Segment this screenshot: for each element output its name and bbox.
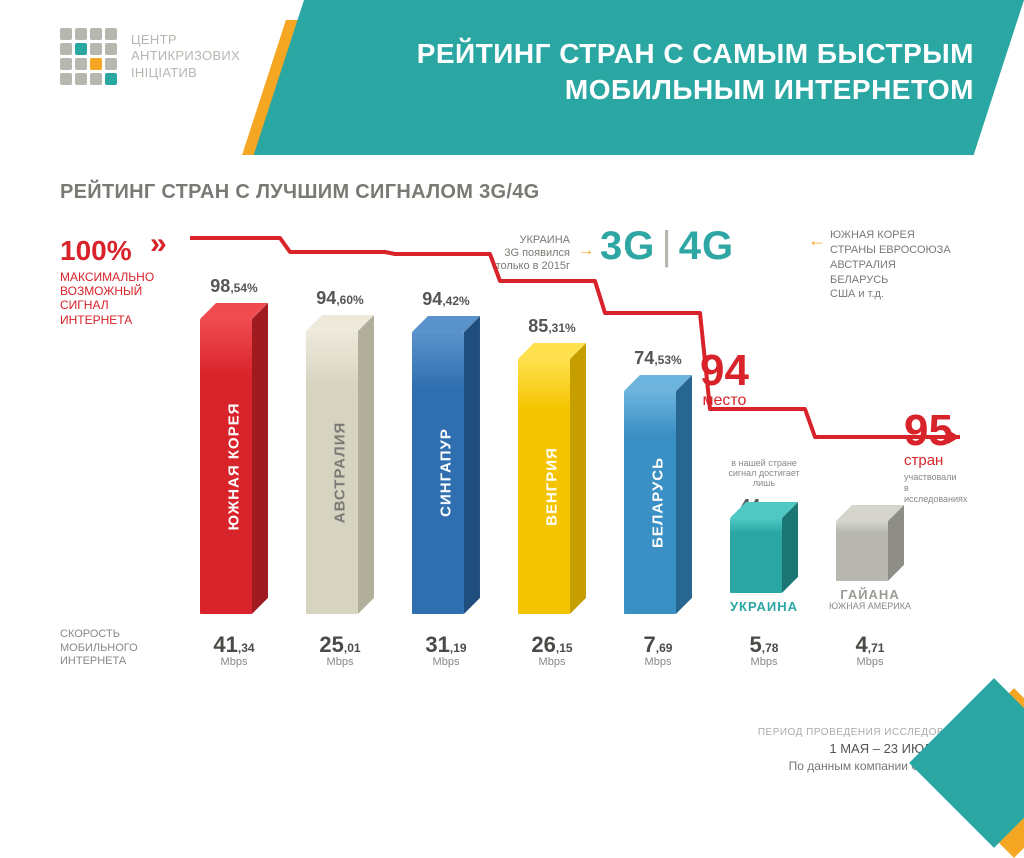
content: РЕЙТИНГ СТРАН С ЛУЧШИМ СИГНАЛОМ 3G/4G 10… [0,155,1024,793]
main-title: РЕЙТИНГ СТРАН С САМЫМ БЫСТРЫМ МОБИЛЬНЫМ … [417,36,974,108]
bar-pct: 74,53% [634,348,681,369]
mbps-val: 41,34Mbps [190,634,278,668]
logo-line2: АНТИКРИЗОВИХ [131,48,240,64]
bar-pct: 94,60% [316,288,363,309]
arrow-left-icon: ← [808,228,826,252]
mbps-val: 25,01Mbps [296,634,384,668]
subtitle: РЕЙТИНГ СТРАН С ЛУЧШИМ СИГНАЛОМ 3G/4G [60,181,974,204]
mbps-val: 26,15Mbps [508,634,596,668]
bar-note: в нашей стране сигнал достигает лишь [714,459,814,489]
title-line1: РЕЙТИНГ СТРАН С САМЫМ БЫСТРЫМ [417,36,974,72]
logo-line3: ІНІЦІАТИВ [131,65,240,81]
bar-label: УКРАИНА [730,599,798,614]
label-4g: 4G [679,224,734,268]
mbps-val: 4,71Mbps [826,634,914,668]
arrow-right-icon: → [578,242,594,260]
bar-4: 74,53%БЕЛАРУСЬ [614,391,702,614]
bar-label: БЕЛАРУСЬ [650,457,667,548]
mbps-val: 7,69Mbps [614,634,702,668]
bar-label: ЮЖНАЯ КОРЕЯ [226,402,243,530]
logo-line1: ЦЕНТР [131,32,240,48]
mbps-row: 41,34Mbps 25,01Mbps 31,19Mbps 26,15Mbps 7,69… [190,634,974,668]
logo-grid [60,28,117,85]
y-max-text: МАКСИМАЛЬНО ВОЗМОЖНЫЙ СИГНАЛ ИНТЕРНЕТА [60,270,200,328]
mbps-val: 31,19Mbps [402,634,490,668]
chart: 100% » МАКСИМАЛЬНО ВОЗМОЖНЫЙ СИГНАЛ ИНТЕ… [60,234,974,684]
title-line2: МОБИЛЬНЫМ ИНТЕРНЕТОМ [417,72,974,108]
bar-6: 36,50%ГАЙАНАЮЖНАЯ АМЕРИКА [826,521,914,614]
bar-pct: 85,31% [528,316,575,337]
logo-text: ЦЕНТР АНТИКРИЗОВИХ ІНІЦІАТИВ [131,32,240,81]
bar-3: 85,31%ВЕНГРИЯ [508,359,596,614]
bar-sublabel: ЮЖНАЯ АМЕРИКА [829,602,911,612]
header: ЦЕНТР АНТИКРИЗОВИХ ІНІЦІАТИВ РЕЙТИНГ СТР… [0,0,1024,155]
chevron-icon: » [150,226,159,262]
bar-label: АВСТРАЛИЯ [332,421,349,523]
bar-label: ВЕНГРИЯ [544,447,561,526]
label-3g: 3G [600,224,655,268]
banner: РЕЙТИНГ СТРАН С САМЫМ БЫСТРЫМ МОБИЛЬНЫМ … [264,0,1024,155]
mbps-val: 5,78Mbps [720,634,808,668]
y-max-label: 100% » МАКСИМАЛЬНО ВОЗМОЖНЫЙ СИГНАЛ ИНТЕ… [60,234,200,327]
bar-label: СИНГАПУР [438,428,455,517]
bar-0: 98,54%ЮЖНАЯ КОРЕЯ [190,319,278,614]
y-max-pct: 100% [60,234,132,268]
bar-label: ГАЙАНА [840,587,899,602]
bar-pct: 94,42% [422,289,469,310]
logo: ЦЕНТР АНТИКРИЗОВИХ ІНІЦІАТИВ [60,28,240,85]
bar-5: 44,81%в нашей стране сигнал достигает ли… [720,518,808,614]
bar-pct: 98,54% [210,276,257,297]
bar-1: 94,60%АВСТРАЛИЯ [296,331,384,614]
tech-label: 3G|4G [600,224,734,269]
bars-container: 98,54%ЮЖНАЯ КОРЕЯ94,60%АВСТРАЛИЯ94,42%СИ… [190,274,974,614]
bar-2: 94,42%СИНГАПУР [402,332,490,614]
speed-axis-label: СКОРОСТЬ МОБИЛЬНОГО ИНТЕРНЕТА [60,628,180,668]
ukraine-note: УКРАИНА 3G появился только в 2015г [490,234,570,274]
